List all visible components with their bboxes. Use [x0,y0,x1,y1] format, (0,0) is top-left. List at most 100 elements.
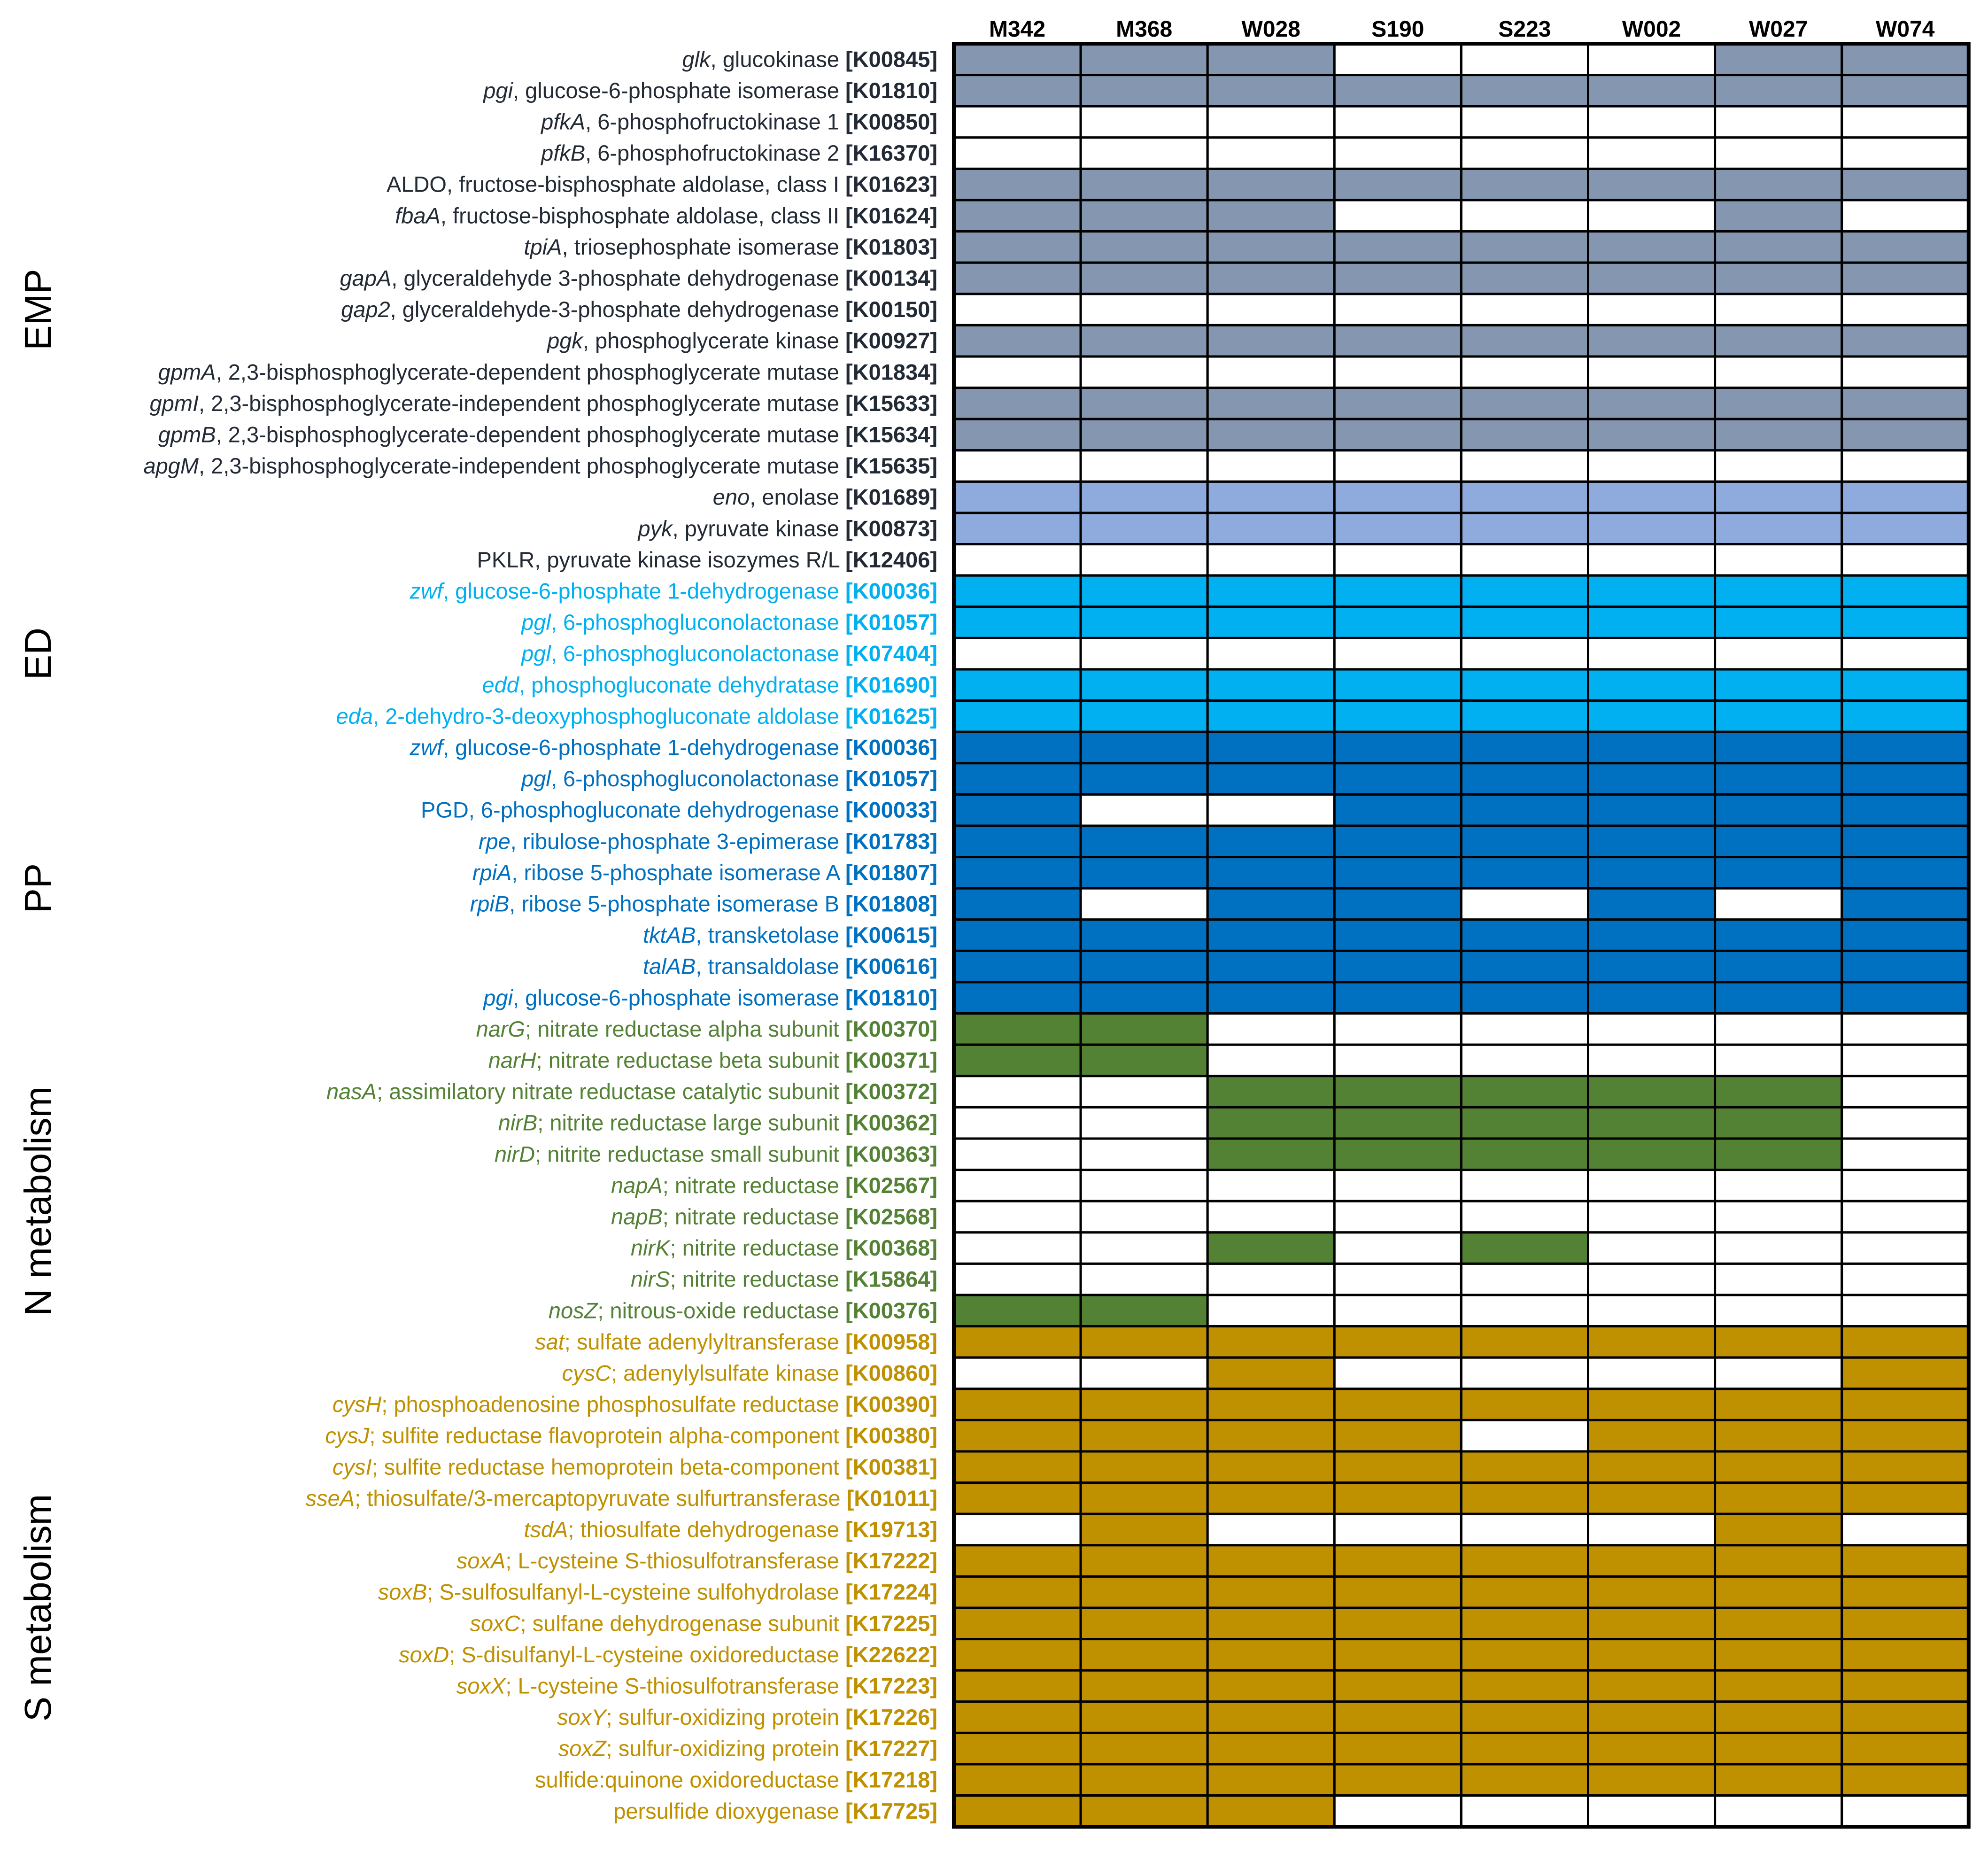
heatmap-cell [1460,636,1589,671]
heatmap-cell [1460,261,1589,295]
heatmap-cell [1079,730,1209,765]
label-separator: ; [670,1267,682,1292]
label-separator: ; [597,1298,610,1323]
enzyme-name: enolase [762,485,845,510]
heatmap-cell [1587,981,1717,1015]
label-separator: ; [449,1642,461,1667]
enzyme-name: pyruvate kinase [685,516,845,541]
heatmap-cell [952,1137,1082,1171]
heatmap-cell [1333,261,1462,295]
heatmap-cell [1333,668,1462,702]
enzyme-name: ribulose-phosphate 3-epimerase [523,829,845,853]
ko-id: [K00390] [845,1392,937,1417]
heatmap-cell [1206,199,1336,233]
ko-id: [K17224] [845,1580,937,1605]
heatmap-cell [1587,74,1717,108]
gene-symbol: soxY [557,1705,608,1729]
heatmap-cell [1079,1075,1209,1109]
heatmap-cell [1206,887,1336,921]
heatmap-cell [1587,1638,1717,1672]
heatmap-cell [1587,1763,1717,1797]
gene-symbol: pyk [637,516,674,541]
heatmap-cell [1587,1512,1717,1547]
row-label: tsdA; thiosulfate dehydrogenase [K19713] [524,1517,937,1542]
heatmap-cell [1587,1012,1717,1046]
row-label: sulfide:quinone oxidoreductase [K17218] [535,1767,937,1792]
enzyme-name: PGD, 6-phosphogluconate dehydrogenase [421,798,845,822]
heatmap-cell [1079,1200,1209,1234]
label-separator: , [373,704,385,729]
row-label: soxC; sulfane dehydrogenase subunit [K17… [470,1611,937,1636]
heatmap-cell [1841,1262,1970,1296]
row-label: gpmB, 2,3-bisphosphoglycerate-dependent … [158,422,937,447]
heatmap-cell [1206,1043,1336,1078]
label-separator: , [551,766,563,791]
heatmap-cell [1206,42,1336,77]
gene-symbol: narH [488,1048,536,1073]
heatmap-cell [1079,42,1209,77]
heatmap-cell [1079,74,1209,108]
heatmap-cell [1714,1700,1843,1734]
heatmap-cell [952,293,1082,326]
row-label: gap2, glyceraldehyde-3-phosphate dehydro… [341,297,937,322]
heatmap-cell [1714,199,1843,233]
enzyme-name: thiosulfate/3-mercaptopyruvate sulfurtra… [367,1486,846,1511]
heatmap-cell [1841,824,1970,859]
enzyme-name: nitrite reductase large subunit [549,1110,845,1135]
heatmap-cell [1206,167,1336,202]
column-header: M342 [989,17,1045,42]
row-label: apgM, 2,3-bisphosphoglycerate-independen… [143,453,937,478]
heatmap-cell [1333,1763,1462,1797]
heatmap-cell [1333,1012,1462,1046]
row-label: glk, glucokinase [K00845] [682,47,937,71]
heatmap-cell [1079,1106,1209,1140]
heatmap-cell [1714,1075,1843,1109]
heatmap-cell [1841,42,1970,77]
enzyme-name: L-cysteine S-thiosulfotransferase [518,1674,846,1698]
heatmap-cell [1841,699,1970,733]
heatmap-cell [952,1325,1082,1359]
label-separator: , [585,109,597,134]
heatmap-cell [952,699,1082,733]
enzyme-name: sulfur-oxidizing protein [619,1736,845,1761]
heatmap-cell [1587,449,1717,483]
heatmap-cell [1841,574,1970,608]
heatmap-cell [1206,1106,1336,1140]
heatmap-cell [1079,512,1209,546]
heatmap-cell [1460,1700,1589,1734]
heatmap-cell [952,387,1082,420]
heatmap-cell [1079,1763,1209,1797]
heatmap-cell [952,136,1082,170]
heatmap-cell [1206,762,1336,796]
heatmap-cell [1841,543,1970,577]
label-separator: ; [505,1548,518,1573]
ko-id: [K00033] [845,798,937,822]
ko-id: [K01690] [845,672,937,697]
heatmap-cell [1079,824,1209,859]
heatmap-cell [952,1106,1082,1140]
row-label: soxZ; sulfur-oxidizing protein [K17227] [558,1736,937,1761]
heatmap-cell [952,887,1082,921]
enzyme-name: glucokinase [723,47,845,71]
label-separator: , [551,610,563,635]
heatmap-cell [1587,1075,1717,1109]
gene-symbol: pgl [520,610,551,635]
label-separator: ; [537,1110,549,1135]
ko-id: [K17218] [845,1767,937,1792]
heatmap-cell [1841,668,1970,702]
heatmap-cell [1206,1450,1336,1484]
ko-id: [K00845] [845,47,937,71]
gene-symbol: gap2 [341,297,390,322]
heatmap-cell [1714,1669,1843,1703]
heatmap-cell [1714,856,1843,890]
heatmap-cell [1587,1325,1717,1359]
column-header: W028 [1242,17,1300,42]
row-label: pgk, phosphoglycerate kinase [K00927] [546,328,937,353]
heatmap-cell [1714,887,1843,921]
ko-id: [K01834] [845,359,937,384]
heatmap-cell [1714,1450,1843,1484]
enzyme-name: nitrite reductase [682,1235,845,1260]
heatmap-cell [1714,167,1843,202]
heatmap-cell [952,1731,1082,1766]
